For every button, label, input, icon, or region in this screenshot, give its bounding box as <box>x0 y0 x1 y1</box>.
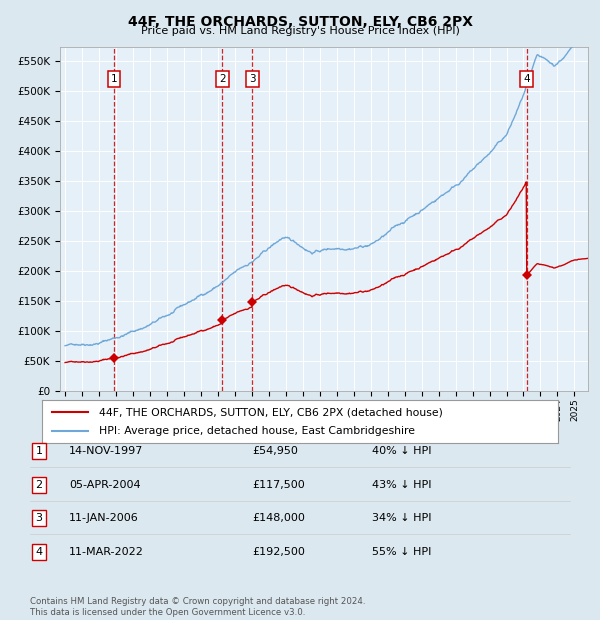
Text: 2: 2 <box>219 74 226 84</box>
Text: 14-NOV-1997: 14-NOV-1997 <box>69 446 143 456</box>
Text: Contains HM Land Registry data © Crown copyright and database right 2024.
This d: Contains HM Land Registry data © Crown c… <box>30 598 365 617</box>
Text: 3: 3 <box>249 74 256 84</box>
Text: 11-MAR-2022: 11-MAR-2022 <box>69 547 144 557</box>
Text: 4: 4 <box>35 547 43 557</box>
Text: 55% ↓ HPI: 55% ↓ HPI <box>372 547 431 557</box>
Text: HPI: Average price, detached house, East Cambridgeshire: HPI: Average price, detached house, East… <box>99 426 415 436</box>
Text: 34% ↓ HPI: 34% ↓ HPI <box>372 513 431 523</box>
Text: 3: 3 <box>35 513 43 523</box>
Text: 1: 1 <box>35 446 43 456</box>
Text: £148,000: £148,000 <box>252 513 305 523</box>
Text: 11-JAN-2006: 11-JAN-2006 <box>69 513 139 523</box>
Text: £117,500: £117,500 <box>252 480 305 490</box>
Text: 43% ↓ HPI: 43% ↓ HPI <box>372 480 431 490</box>
Text: 1: 1 <box>110 74 117 84</box>
Text: 05-APR-2004: 05-APR-2004 <box>69 480 140 490</box>
Text: 44F, THE ORCHARDS, SUTTON, ELY, CB6 2PX: 44F, THE ORCHARDS, SUTTON, ELY, CB6 2PX <box>128 16 473 30</box>
Text: 44F, THE ORCHARDS, SUTTON, ELY, CB6 2PX (detached house): 44F, THE ORCHARDS, SUTTON, ELY, CB6 2PX … <box>99 407 443 417</box>
Text: 40% ↓ HPI: 40% ↓ HPI <box>372 446 431 456</box>
Text: 2: 2 <box>35 480 43 490</box>
Text: 4: 4 <box>523 74 530 84</box>
Text: Price paid vs. HM Land Registry's House Price Index (HPI): Price paid vs. HM Land Registry's House … <box>140 26 460 36</box>
Text: £192,500: £192,500 <box>252 547 305 557</box>
Text: £54,950: £54,950 <box>252 446 298 456</box>
